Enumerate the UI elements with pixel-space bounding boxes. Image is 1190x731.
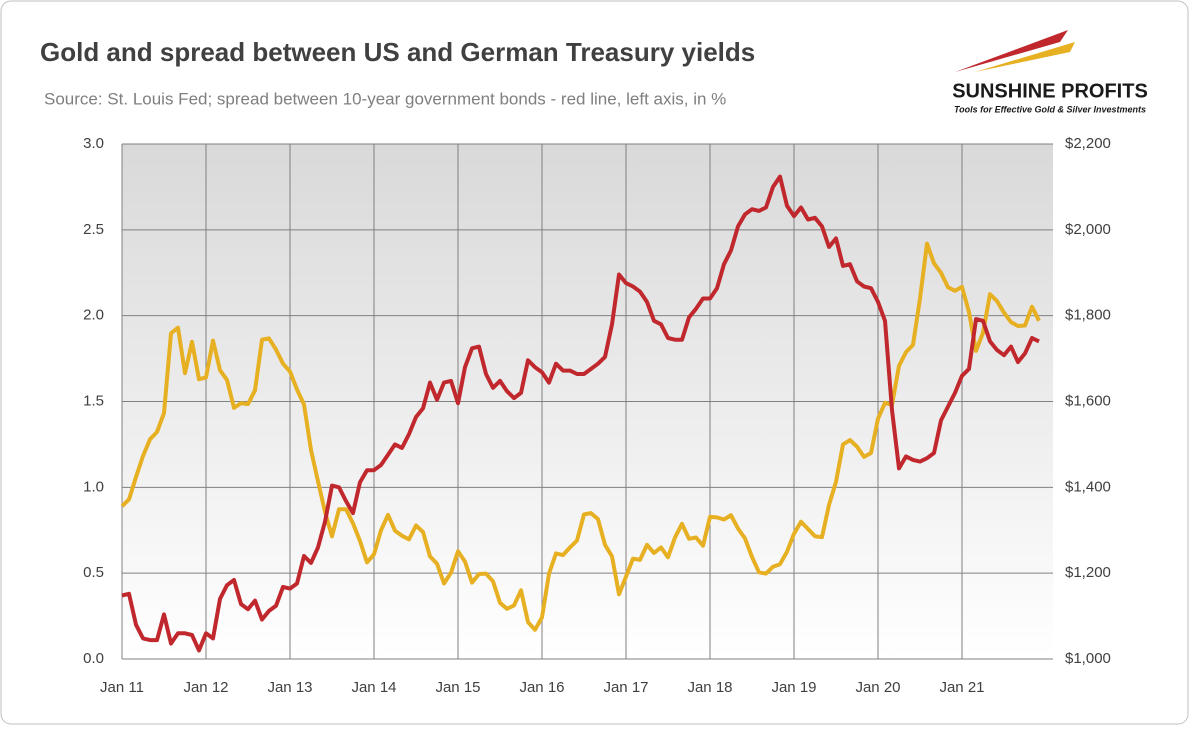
x-tick-label: Jan 18 [687, 679, 732, 696]
x-tick-label: Jan 15 [435, 679, 480, 696]
y2-tick-label: $2,000 [1065, 221, 1111, 238]
y-tick-label: 3.0 [83, 135, 104, 152]
logo-ray [975, 42, 1075, 72]
x-tick-label: Jan 14 [351, 679, 396, 696]
y2-tick-label: $1,200 [1065, 564, 1111, 581]
x-tick-label: Jan 13 [267, 679, 312, 696]
data-line [120, 241, 1041, 632]
chart-subtitle: Source: St. Louis Fed; spread between 10… [44, 89, 726, 108]
labels: 0.0 0.5 1.0 1.5 2.0 2.5 3.0 $1,000 $1,200 $1,400 $… [83, 135, 1111, 696]
y-tick-label: 1.5 [83, 392, 104, 409]
logo-tagline: Tools for Effective Gold & Silver Invest… [954, 104, 1146, 114]
x-tick-label: Jan 21 [939, 679, 984, 696]
y2-tick-label: $2,200 [1065, 135, 1111, 152]
y-tick-label: 0.0 [83, 650, 104, 667]
logo-name: SUNSHINE PROFITS [952, 80, 1148, 102]
y2-tick-label: $1,000 [1065, 650, 1111, 667]
y-tick-label: 1.0 [83, 478, 104, 495]
logo-ray [955, 30, 1068, 72]
x-tick-label: Jan 19 [771, 679, 816, 696]
y-tick-label: 2.0 [83, 307, 104, 324]
y-tick-label: 2.5 [83, 221, 104, 238]
grid [121, 143, 1053, 660]
y2-tick-label: $1,800 [1065, 307, 1111, 324]
x-tick-label: Jan 11 [100, 679, 144, 696]
data-line [121, 174, 1040, 653]
chart-title: Gold and spread between US and German Tr… [40, 37, 755, 67]
x-tick-label: Jan 12 [183, 679, 228, 696]
y-tick-label: 0.5 [83, 564, 104, 581]
lines [120, 174, 1041, 653]
x-tick-label: Jan 20 [855, 679, 900, 696]
x-tick-label: Jan 16 [519, 679, 564, 696]
logo: SUNSHINE PROFITS Tools for Effective Gol… [952, 30, 1148, 114]
x-tick-label: Jan 17 [603, 679, 648, 696]
y2-tick-label: $1,400 [1065, 478, 1111, 495]
y2-tick-label: $1,600 [1065, 392, 1111, 409]
